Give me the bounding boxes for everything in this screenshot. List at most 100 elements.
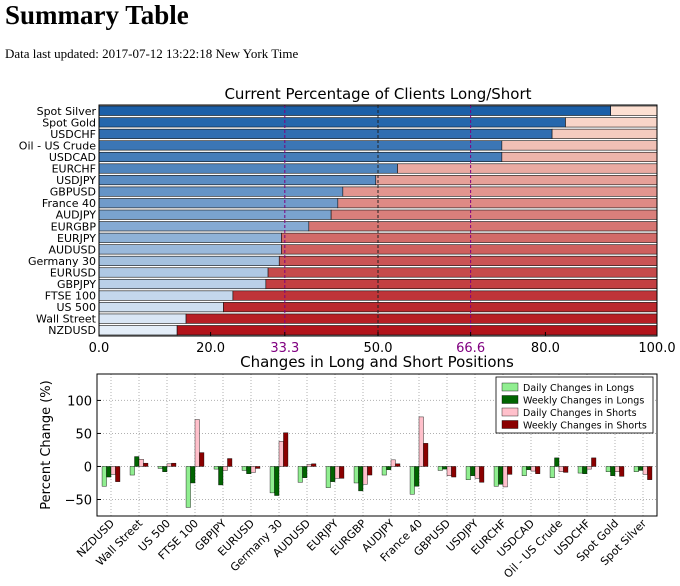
x-tick-label: 66.6: [456, 341, 485, 356]
y-tick-label: 0: [84, 460, 92, 475]
change-bar: [493, 466, 499, 487]
change-bar: [227, 458, 233, 467]
long-bar: [98, 186, 344, 197]
y-tick-label: −50: [65, 493, 92, 508]
category-label: EURUSD: [50, 266, 96, 279]
long-bar: [98, 209, 332, 220]
last-updated-text: Data last updated: 2017-07-12 13:22:18 N…: [5, 46, 298, 62]
change-bar: [199, 452, 205, 467]
change-bar: [334, 466, 340, 479]
last-updated-value: 2017-07-12 13:22:18 New York Time: [102, 46, 299, 61]
change-bar: [283, 432, 289, 467]
category-label: US 500: [56, 301, 96, 314]
change-bar: [507, 466, 513, 475]
x-tick-label: 33.3: [270, 341, 299, 356]
change-bar: [311, 463, 317, 467]
short-bar: [265, 278, 658, 290]
category-label: USDCHF: [50, 128, 96, 141]
change-bar: [241, 466, 247, 471]
change-bar: [274, 466, 280, 496]
change-bar: [558, 466, 564, 472]
legend-label: Weekly Changes in Longs: [523, 396, 644, 407]
y-axis-label: Percent Change (%): [39, 380, 54, 509]
short-bar: [397, 163, 658, 174]
change-bar: [549, 466, 555, 478]
change-bar: [185, 466, 191, 508]
category-label: GBPUSD: [50, 186, 96, 199]
change-bar: [134, 456, 140, 467]
change-bar: [437, 466, 443, 471]
legend-swatch: [501, 407, 519, 417]
short-bar: [308, 221, 658, 232]
page-title: Summary Table: [5, 0, 189, 30]
category-label: Spot Gold: [42, 116, 96, 129]
short-bar: [330, 209, 658, 220]
change-bar: [446, 466, 452, 476]
change-bar: [194, 419, 200, 467]
change-bar: [619, 466, 625, 477]
category-label: Oil - US Crude: [19, 139, 96, 152]
change-bar: [306, 464, 312, 467]
change-bar: [526, 466, 532, 470]
long-bar: [98, 255, 280, 266]
short-bar: [176, 325, 658, 336]
change-bar: [530, 466, 536, 472]
change-bar: [115, 466, 121, 482]
change-bar: [409, 466, 415, 495]
change-bar: [166, 463, 172, 467]
change-bar: [222, 466, 228, 471]
last-updated-label: Data last updated:: [5, 46, 99, 61]
change-bar: [638, 466, 644, 471]
category-label: France 40: [42, 197, 96, 210]
category-label: USDCAD: [49, 151, 96, 164]
x-tick-label: 20.0: [196, 341, 225, 356]
change-bar: [498, 466, 504, 485]
change-bar: [633, 466, 639, 472]
long-bar: [98, 117, 566, 128]
change-bar: [106, 466, 112, 478]
change-bar: [250, 466, 256, 473]
change-bar: [269, 466, 275, 494]
legend-label: Weekly Changes in Shorts: [523, 421, 647, 432]
category-label: NZDUSD: [48, 324, 96, 337]
bottom-chart-bars: [101, 416, 653, 508]
category-label: Spot Silver: [37, 105, 97, 118]
change-bar: [614, 466, 620, 472]
category-label: EURGBP: [51, 220, 97, 233]
y-tick-label: 100: [67, 394, 92, 409]
short-bar: [281, 232, 658, 243]
legend: Daily Changes in Longs Weekly Changes in …: [495, 376, 654, 434]
change-bar: [157, 466, 163, 469]
change-bar: [605, 466, 611, 472]
category-label: Wall Street: [36, 313, 97, 326]
short-bar: [232, 290, 658, 301]
change-bar: [278, 441, 284, 467]
long-bar: [98, 221, 310, 232]
category-label: GBPJPY: [57, 278, 96, 291]
change-bar: [563, 466, 569, 473]
change-bar: [362, 466, 368, 485]
legend-swatch: [501, 395, 519, 404]
change-bar: [479, 466, 485, 483]
change-bar: [213, 466, 219, 470]
long-bar: [98, 325, 178, 336]
long-bar: [98, 175, 377, 186]
legend-swatch: [501, 382, 519, 392]
x-tick-label: 100.0: [638, 341, 675, 356]
change-bar: [647, 466, 653, 480]
category-label: FTSE 100: [45, 290, 96, 303]
change-bar: [502, 466, 508, 488]
short-bar: [501, 151, 658, 163]
change-bar: [577, 466, 583, 474]
short-bar: [267, 267, 658, 278]
change-bar: [554, 457, 560, 467]
category-label: AUDUSD: [48, 243, 96, 256]
long-bar: [98, 290, 234, 301]
long-bar: [98, 105, 611, 116]
y-tick-label: 50: [75, 427, 92, 442]
legend-swatch: [501, 420, 519, 429]
short-bar: [281, 244, 658, 255]
long-bar: [98, 267, 269, 278]
change-bar: [591, 457, 597, 467]
change-bar: [442, 466, 448, 470]
